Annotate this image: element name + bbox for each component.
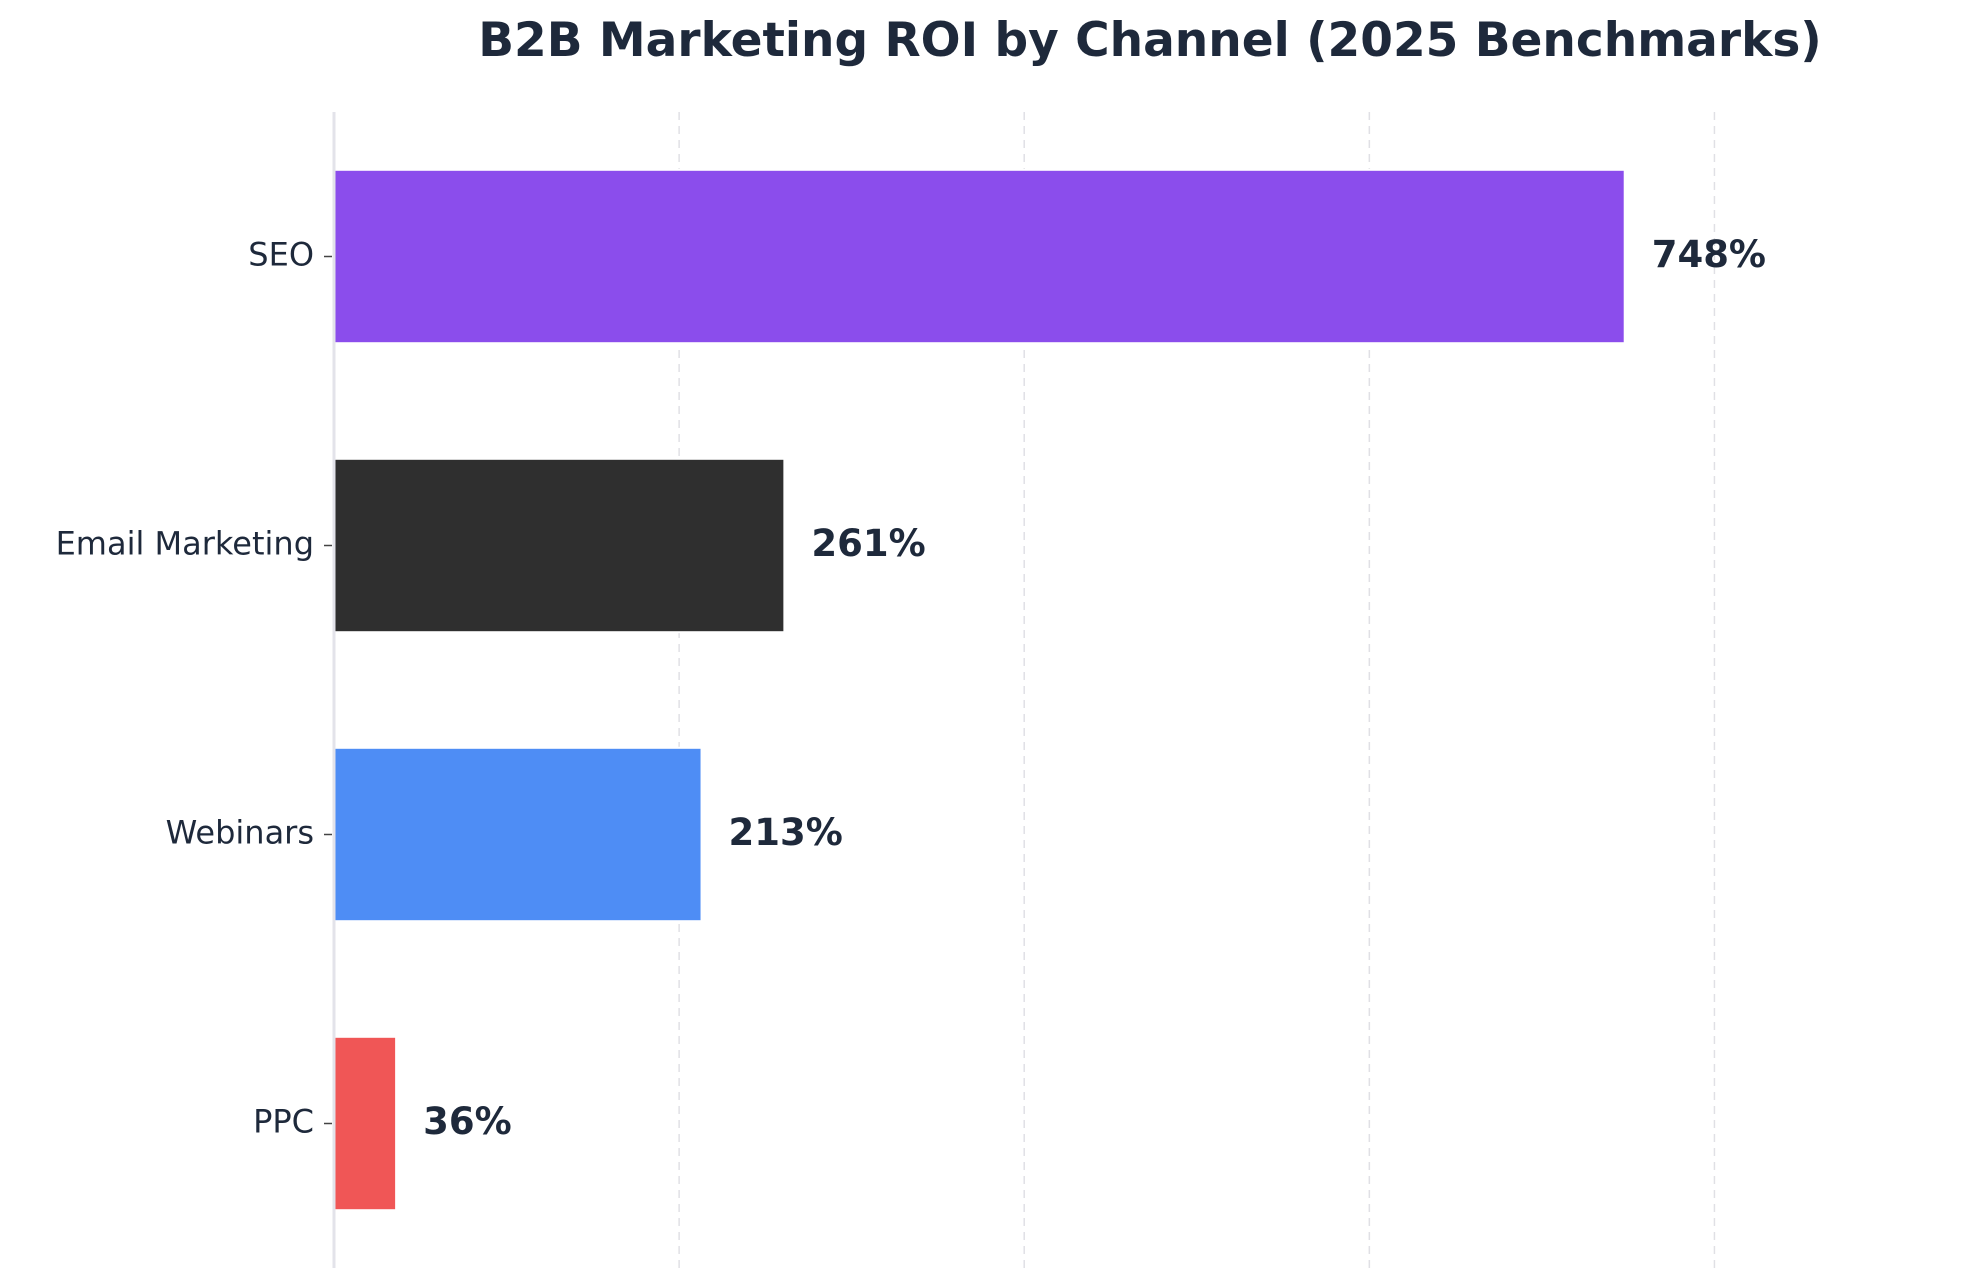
bars [333, 168, 1626, 1212]
category-label: Webinars [166, 814, 314, 852]
value-label: 748% [1652, 233, 1766, 276]
value-label: 213% [729, 811, 843, 854]
bar-ppc [333, 1035, 398, 1212]
bar-email-marketing [333, 457, 786, 634]
category-label: PPC [253, 1103, 314, 1141]
category-label: Email Marketing [56, 525, 314, 563]
value-label: 261% [811, 522, 925, 565]
grid-lines [678, 112, 1716, 1268]
value-label: 36% [423, 1100, 512, 1143]
value-labels: 748% 261% 213% 36% [423, 233, 1766, 1143]
bar-seo [333, 168, 1626, 345]
category-label: SEO [248, 236, 314, 274]
bar-webinars [333, 746, 703, 923]
chart-title: B2B Marketing ROI by Channel (2025 Bench… [478, 13, 1822, 68]
category-labels: SEO Email Marketing Webinars PPC [56, 236, 332, 1141]
